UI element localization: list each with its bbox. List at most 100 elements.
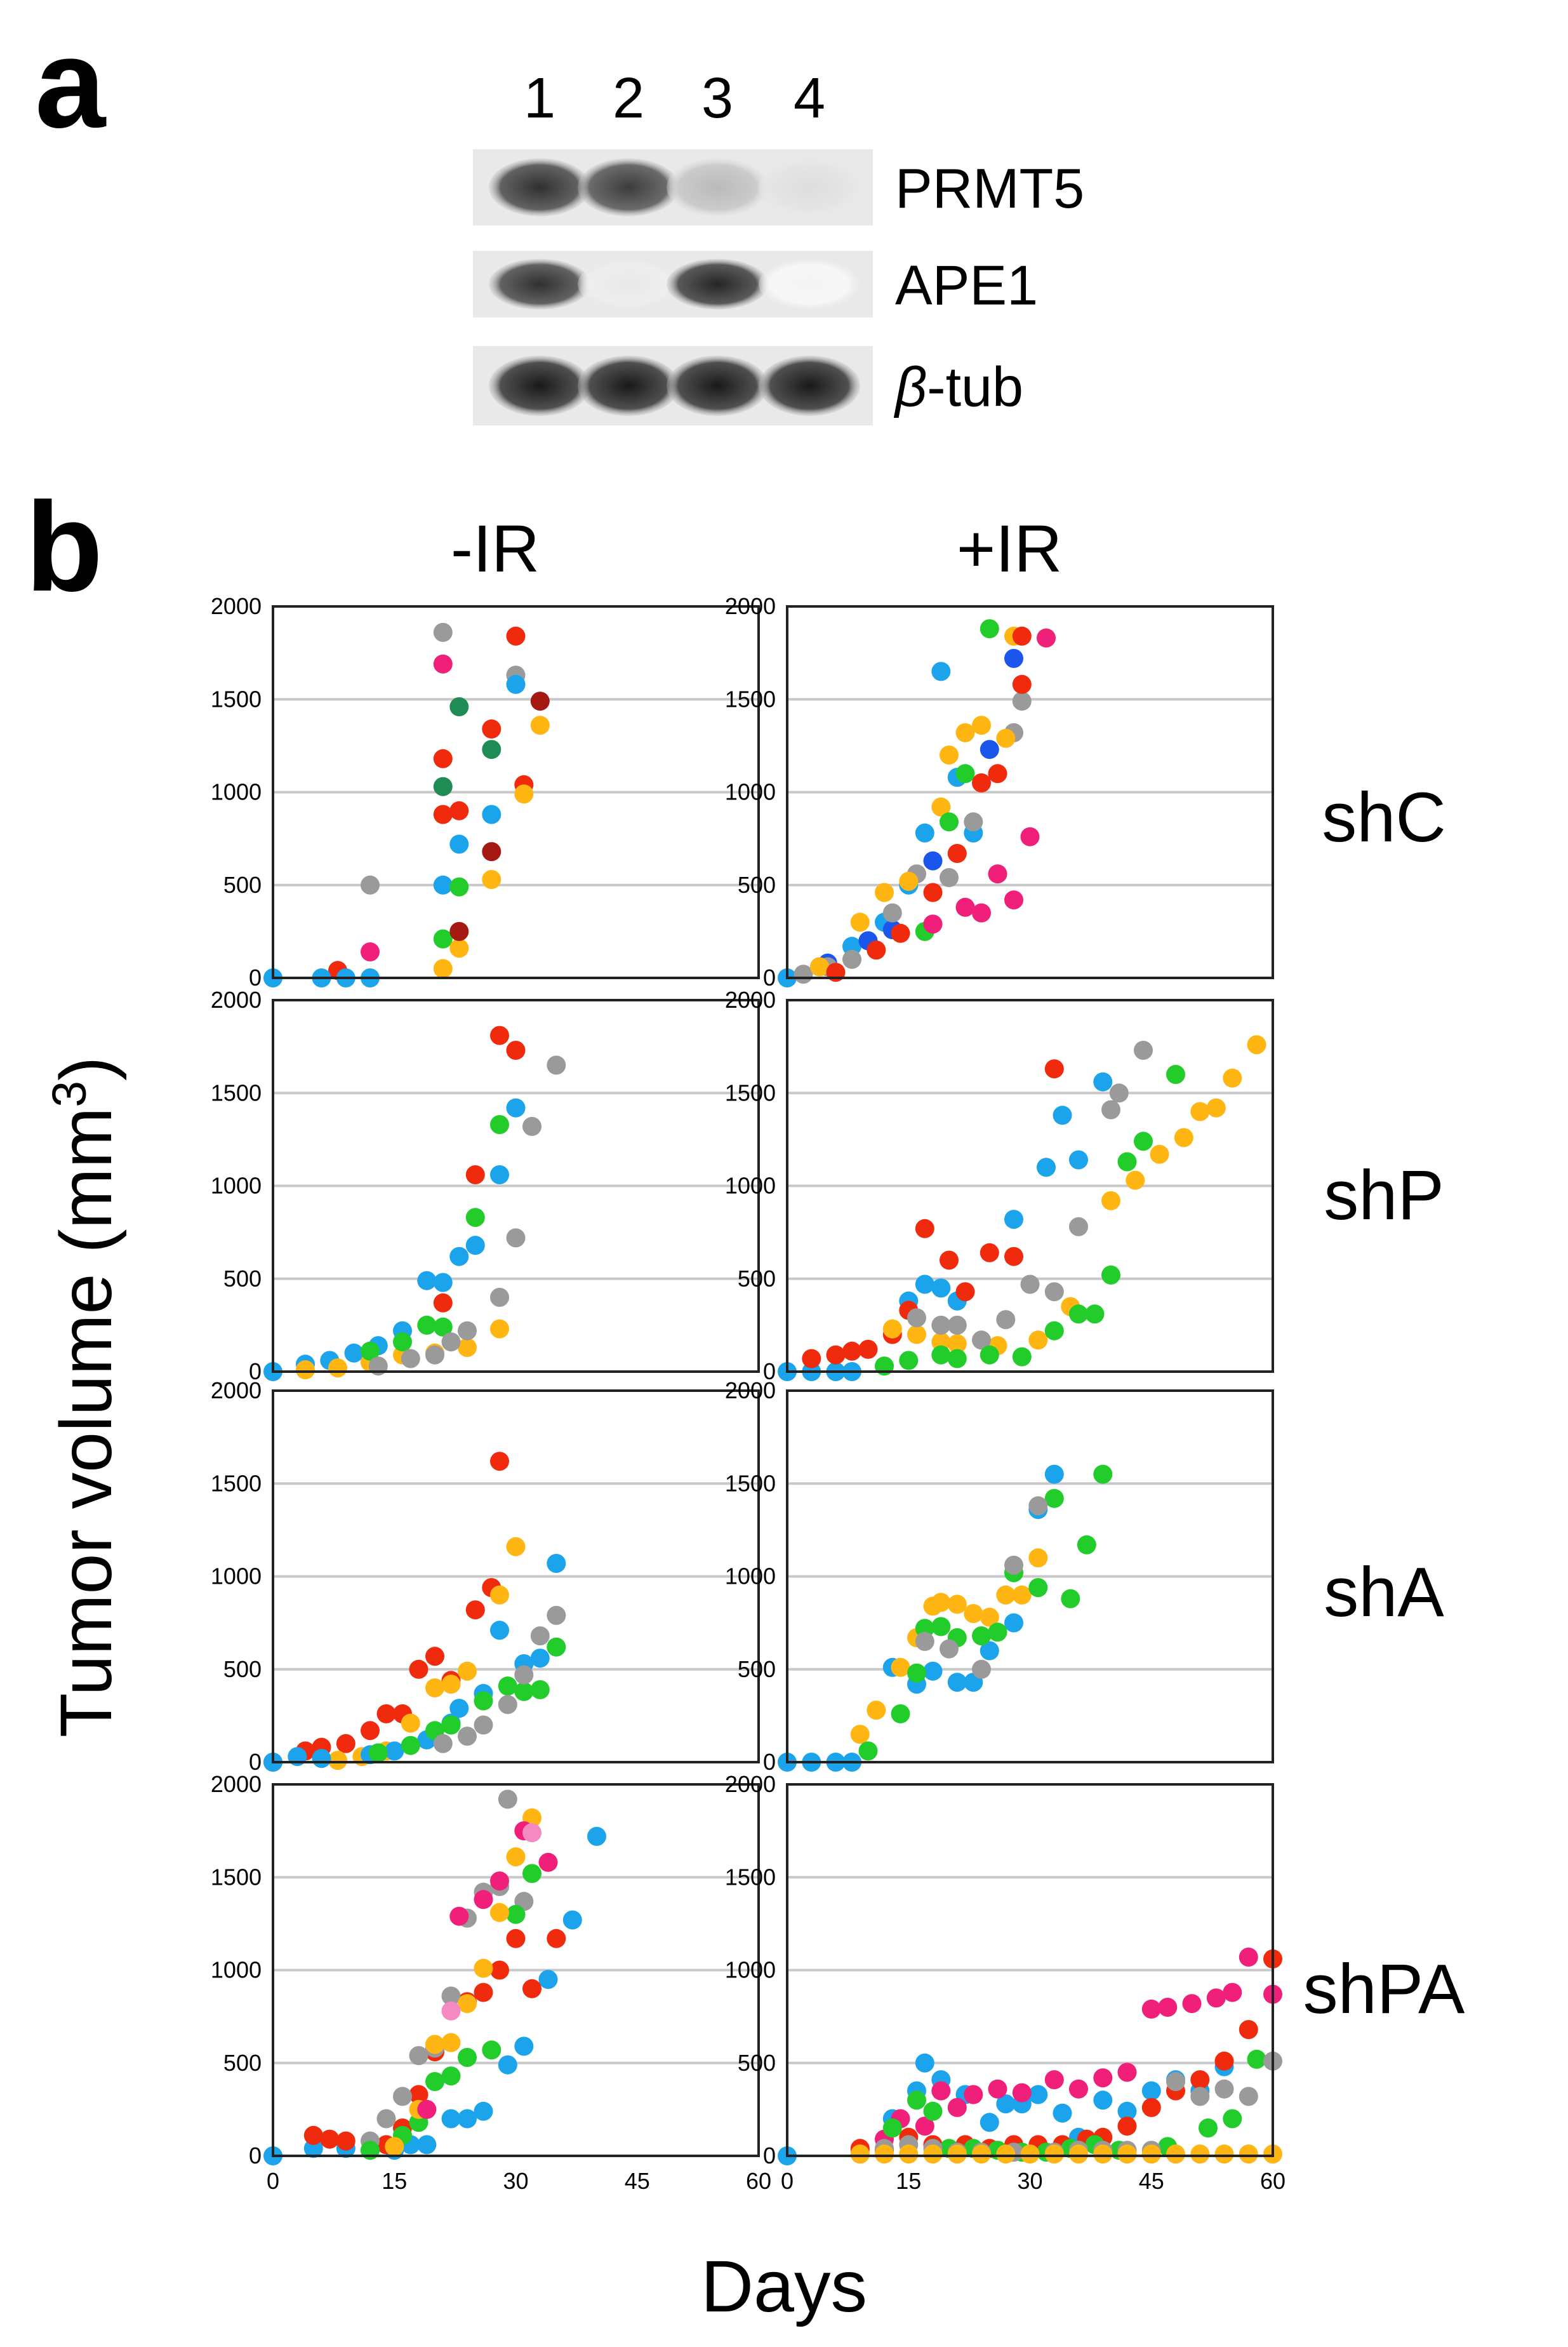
data-point bbox=[972, 1330, 991, 1350]
data-point bbox=[409, 1659, 429, 1679]
y-tick-label: 2000 bbox=[725, 1771, 776, 1797]
x-tick-label: 30 bbox=[1017, 2168, 1042, 2194]
plot-frame bbox=[786, 999, 1274, 1373]
y-tick-label: 2000 bbox=[211, 593, 262, 619]
data-point bbox=[1044, 2070, 1064, 2090]
data-point bbox=[1214, 2144, 1234, 2164]
y-tick-label: 1000 bbox=[725, 1563, 776, 1589]
y-tick-label: 2000 bbox=[725, 1377, 776, 1403]
blot-label: β-tub bbox=[893, 356, 1023, 418]
data-point bbox=[498, 1676, 517, 1696]
data-point bbox=[980, 2113, 999, 2132]
scatter-plot: 0 500 1000 1500 2000 bbox=[725, 593, 1274, 991]
data-point bbox=[996, 1585, 1016, 1605]
data-point bbox=[417, 1315, 437, 1335]
data-point bbox=[449, 921, 469, 941]
data-point bbox=[490, 1452, 509, 1471]
data-point bbox=[980, 619, 999, 639]
data-point bbox=[506, 1228, 526, 1248]
data-point bbox=[899, 2144, 919, 2164]
data-point bbox=[401, 1713, 420, 1733]
data-point bbox=[996, 2144, 1016, 2164]
data-point bbox=[441, 2109, 461, 2129]
data-point bbox=[506, 1929, 526, 1948]
y-tick-label: 500 bbox=[223, 1656, 262, 1682]
scatter-plot: 0 500 1000 1500 2000 bbox=[725, 987, 1274, 1384]
data-point bbox=[458, 1321, 477, 1341]
x-tick-label: 60 bbox=[1260, 2168, 1286, 2194]
data-point bbox=[458, 1994, 477, 2014]
data-point bbox=[361, 1341, 380, 1361]
data-point bbox=[425, 2072, 444, 2091]
blot-label: APE1 bbox=[895, 254, 1038, 317]
data-point bbox=[1206, 1988, 1226, 2008]
data-point bbox=[490, 1165, 509, 1184]
data-point bbox=[891, 1704, 910, 1723]
data-point bbox=[482, 870, 502, 889]
data-point bbox=[980, 740, 999, 759]
data-point bbox=[972, 1626, 991, 1646]
data-point bbox=[490, 1026, 509, 1045]
data-point bbox=[482, 740, 502, 759]
data-point bbox=[547, 1554, 566, 1573]
data-point bbox=[562, 1910, 582, 1930]
data-point bbox=[931, 1593, 951, 1612]
lane-label: 2 bbox=[613, 67, 644, 130]
data-point bbox=[810, 957, 829, 977]
data-point bbox=[1134, 1041, 1153, 1060]
data-point bbox=[328, 1751, 347, 1770]
data-point bbox=[506, 626, 526, 646]
y-tick-label: 1500 bbox=[211, 686, 262, 712]
data-point bbox=[417, 1271, 437, 1290]
data-point bbox=[842, 937, 861, 956]
y-tick-label: 0 bbox=[763, 2143, 776, 2169]
data-point bbox=[361, 1721, 380, 1741]
data-point bbox=[465, 1600, 485, 1620]
data-point bbox=[923, 914, 943, 934]
data-point bbox=[940, 1250, 959, 1270]
data-point bbox=[458, 2048, 477, 2067]
x-tick-label: 15 bbox=[896, 2168, 921, 2194]
y-tick-label: 1500 bbox=[211, 1864, 262, 1890]
blot-band bbox=[759, 258, 860, 310]
data-point bbox=[1069, 1217, 1088, 1236]
data-point bbox=[303, 2139, 323, 2158]
data-point bbox=[980, 1243, 999, 1262]
data-point bbox=[1239, 2020, 1258, 2040]
blot-band bbox=[489, 356, 590, 416]
blot-band bbox=[578, 356, 679, 416]
data-point bbox=[947, 1334, 967, 1354]
data-point bbox=[1223, 2109, 1242, 2129]
data-point bbox=[1044, 1282, 1064, 1302]
western-blot: PRMT5 APE1 β-tub bbox=[473, 149, 1084, 425]
data-point bbox=[955, 764, 975, 784]
lane-label: 1 bbox=[524, 67, 555, 130]
data-point bbox=[433, 777, 453, 796]
y-tick-label: 1000 bbox=[725, 1957, 776, 1983]
data-point bbox=[1053, 1106, 1072, 1125]
blot-band bbox=[489, 258, 590, 310]
data-point bbox=[1004, 1555, 1023, 1575]
data-point bbox=[449, 697, 469, 716]
data-point bbox=[506, 674, 526, 694]
data-point bbox=[882, 1319, 902, 1339]
blot-row: APE1 bbox=[473, 251, 1038, 318]
data-point bbox=[947, 2144, 967, 2164]
data-point bbox=[393, 2087, 412, 2106]
data-point bbox=[433, 654, 453, 674]
y-tick-label: 1500 bbox=[725, 1470, 776, 1496]
data-point bbox=[490, 1585, 509, 1605]
data-point bbox=[1053, 2103, 1072, 2123]
data-point bbox=[401, 1735, 420, 1755]
data-point bbox=[923, 2144, 943, 2164]
y-tick-label: 2000 bbox=[211, 987, 262, 1013]
data-point bbox=[1044, 1059, 1064, 1079]
data-point bbox=[449, 1906, 469, 1926]
data-point bbox=[514, 2036, 534, 2056]
data-point bbox=[490, 1902, 509, 1922]
plot-frame bbox=[786, 605, 1274, 979]
data-point bbox=[1028, 1496, 1048, 1516]
scatter-plot: 0 500 1000 1500 2000 bbox=[211, 593, 760, 991]
data-point bbox=[498, 1695, 517, 1715]
